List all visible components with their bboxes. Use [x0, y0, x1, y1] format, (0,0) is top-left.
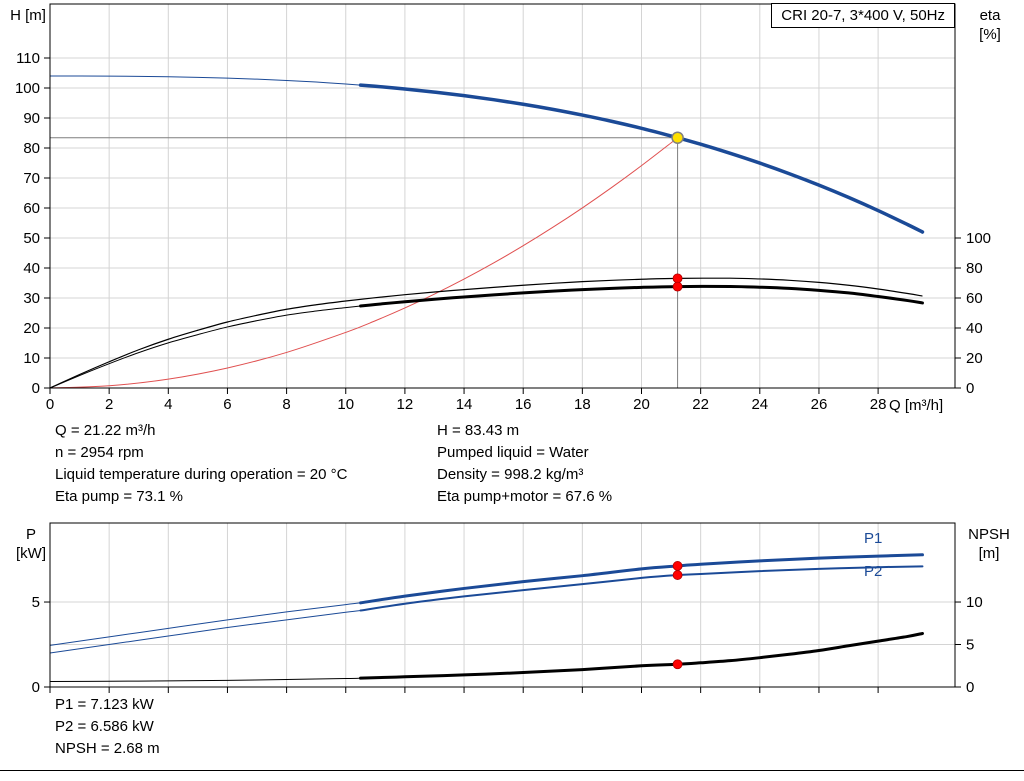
- svg-text:10: 10: [337, 396, 354, 413]
- svg-text:0: 0: [32, 679, 40, 696]
- svg-text:2: 2: [105, 396, 113, 413]
- flow-axis-title: Q [m³/h]: [889, 397, 944, 414]
- svg-text:30: 30: [23, 290, 40, 307]
- svg-text:60: 60: [23, 200, 40, 217]
- svg-text:100: 100: [15, 80, 40, 97]
- svg-text:10: 10: [23, 350, 40, 367]
- p1-curve-label: P1: [864, 530, 883, 547]
- svg-text:0: 0: [46, 396, 54, 413]
- svg-text:10: 10: [966, 594, 983, 611]
- info-flow: Q = 21.22 m³/h: [55, 422, 156, 439]
- svg-text:20: 20: [966, 350, 983, 367]
- svg-text:5: 5: [32, 594, 40, 611]
- operating-info-left: Q = 21.22 m³/h n = 2954 rpm Liquid tempe…: [55, 420, 347, 508]
- head-axis-title: H [m]: [10, 7, 46, 24]
- result-npsh: NPSH = 2.68 m: [55, 740, 160, 757]
- svg-text:70: 70: [23, 170, 40, 187]
- svg-text:60: 60: [966, 290, 983, 307]
- result-values: P1 = 7.123 kW P2 = 6.586 kW NPSH = 2.68 …: [55, 694, 160, 760]
- svg-text:100: 100: [966, 230, 991, 247]
- p2-curve-label: P2: [864, 563, 883, 580]
- svg-text:8: 8: [282, 396, 290, 413]
- result-p1: P1 = 7.123 kW: [55, 696, 154, 713]
- eta-axis-title: eta [%]: [979, 7, 1001, 43]
- svg-text:20: 20: [23, 320, 40, 337]
- svg-text:16: 16: [515, 396, 532, 413]
- svg-text:12: 12: [397, 396, 414, 413]
- svg-text:22: 22: [692, 396, 709, 413]
- svg-text:20: 20: [633, 396, 650, 413]
- info-speed: n = 2954 rpm: [55, 444, 144, 461]
- pump-name-box: CRI 20-7, 3*400 V, 50Hz: [771, 3, 955, 28]
- svg-text:0: 0: [966, 679, 974, 696]
- svg-text:110: 110: [16, 50, 40, 67]
- bottom-divider: [0, 770, 1024, 771]
- info-head: H = 83.43 m: [437, 422, 520, 439]
- svg-text:5: 5: [966, 637, 974, 654]
- info-liquid-temp: Liquid temperature during operation = 20…: [55, 466, 348, 483]
- svg-text:40: 40: [23, 260, 40, 277]
- svg-text:24: 24: [751, 396, 768, 413]
- svg-text:50: 50: [23, 230, 40, 247]
- svg-text:18: 18: [574, 396, 591, 413]
- svg-text:80: 80: [23, 140, 40, 157]
- svg-text:40: 40: [966, 320, 983, 337]
- info-pumped-liquid: Pumped liquid = Water: [437, 444, 589, 461]
- svg-text:28: 28: [870, 396, 887, 413]
- svg-text:4: 4: [164, 396, 172, 413]
- svg-text:90: 90: [23, 110, 40, 127]
- svg-text:0: 0: [966, 380, 974, 397]
- result-p2: P2 = 6.586 kW: [55, 718, 154, 735]
- svg-text:14: 14: [456, 396, 473, 413]
- svg-text:6: 6: [223, 396, 231, 413]
- power-axis-title: P [kW]: [16, 526, 46, 562]
- info-eta-pump: Eta pump = 73.1 %: [55, 488, 183, 505]
- info-eta-pump-motor: Eta pump+motor = 67.6 %: [437, 488, 613, 505]
- operating-info-right: H = 83.43 m Pumped liquid = Water Densit…: [437, 420, 612, 508]
- svg-text:0: 0: [32, 380, 40, 397]
- info-density: Density = 998.2 kg/m³: [437, 466, 584, 483]
- npsh-axis-title: NPSH [m]: [968, 526, 1010, 562]
- svg-text:80: 80: [966, 260, 983, 277]
- svg-text:26: 26: [811, 396, 828, 413]
